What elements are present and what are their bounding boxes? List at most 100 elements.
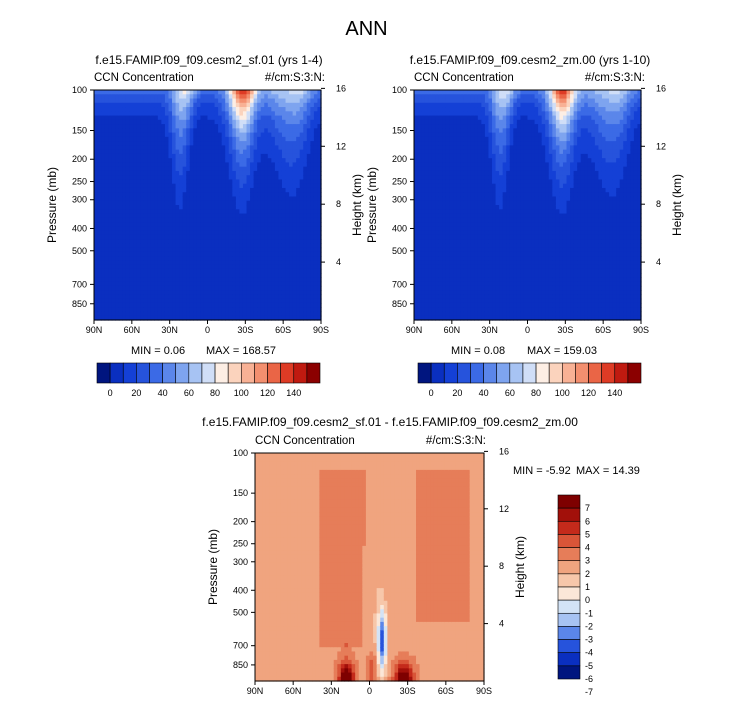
field-cell [306, 294, 311, 300]
field-cell [136, 243, 141, 249]
field-cell [182, 234, 187, 240]
field-cell [203, 260, 209, 266]
field-cell [250, 90, 255, 95]
field-cell [442, 141, 447, 146]
field-cell [428, 141, 433, 146]
field-cell [203, 290, 209, 296]
field-cell [460, 200, 465, 206]
field-cell [168, 243, 173, 249]
field-cell [111, 285, 116, 291]
field-cell [477, 162, 482, 168]
field-cell [94, 166, 99, 172]
field-cell [150, 94, 155, 100]
field-cell [232, 209, 237, 215]
field-cell [157, 251, 162, 257]
field-cell [303, 94, 308, 100]
field-cell [97, 285, 102, 291]
field-cell [488, 315, 493, 321]
field-cell [154, 281, 159, 287]
field-cell [456, 315, 461, 321]
field-cell [133, 145, 138, 151]
field-cell [97, 243, 102, 249]
field-cell [242, 234, 248, 240]
field-cell [428, 239, 433, 244]
field-cell [495, 192, 500, 198]
field-cell [154, 230, 159, 236]
field-cell [306, 111, 311, 117]
field-cell [129, 170, 134, 176]
field-cell [168, 234, 173, 240]
field-cell [499, 277, 504, 283]
field-cell [484, 102, 490, 108]
field-cell [150, 162, 155, 168]
field-cell [421, 187, 426, 193]
field-cell [235, 170, 241, 176]
field-cell [299, 175, 304, 181]
field-cell [435, 136, 440, 142]
field-cell [97, 302, 102, 308]
field-cell [306, 107, 311, 112]
field-cell [449, 107, 454, 112]
field-cell [488, 158, 493, 164]
field-cell [94, 251, 99, 257]
field-cell [94, 94, 99, 100]
field-cell [428, 290, 433, 296]
field-cell [281, 183, 287, 189]
field-cell [228, 209, 233, 215]
field-cell [196, 209, 202, 215]
field-cell [306, 162, 311, 168]
field-cell [424, 145, 429, 151]
field-cell [179, 200, 184, 206]
field-cell [310, 311, 315, 317]
field-cell [260, 285, 265, 291]
field-cell [495, 256, 500, 261]
field-cell [313, 200, 319, 206]
field-cell [115, 166, 120, 172]
field-cell [147, 281, 152, 287]
field-cell [278, 273, 283, 279]
field-cell [157, 209, 162, 215]
field-cell [264, 183, 269, 189]
field-cell [125, 149, 131, 155]
field-cell [502, 251, 507, 257]
field-cell [267, 239, 272, 244]
field-cell [460, 132, 465, 138]
field-cell [289, 141, 294, 146]
field-cell [200, 200, 205, 206]
field-cell [421, 111, 426, 117]
field-cell [313, 209, 319, 215]
field-cell [438, 119, 443, 125]
field-cell [214, 209, 219, 215]
field-cell [175, 183, 180, 189]
field-cell [225, 179, 230, 185]
field-cell [428, 196, 433, 202]
field-cell [467, 141, 472, 146]
field-cell [228, 90, 233, 95]
field-cell [274, 149, 280, 155]
field-cell [242, 136, 248, 142]
field-cell [179, 217, 184, 223]
field-cell [140, 243, 145, 249]
field-cell [172, 294, 177, 300]
field-cell [310, 302, 315, 308]
field-cell [211, 222, 216, 227]
field-cell [474, 315, 479, 321]
field-cell [495, 307, 500, 313]
field-cell [499, 187, 504, 193]
field-cell [104, 239, 109, 244]
field-cell [239, 187, 244, 193]
field-cell [218, 179, 223, 185]
field-cell [118, 247, 123, 253]
field-cell [225, 94, 230, 100]
field-cell [94, 290, 99, 296]
field-cell [442, 290, 447, 296]
field-cell [246, 196, 251, 202]
field-cell [267, 260, 272, 266]
field-cell [460, 234, 465, 240]
field-cell [260, 217, 265, 223]
field-cell [435, 260, 440, 266]
field-cell [108, 268, 113, 274]
field-cell [438, 158, 443, 164]
field-cell [474, 128, 479, 134]
field-cell [271, 98, 276, 104]
